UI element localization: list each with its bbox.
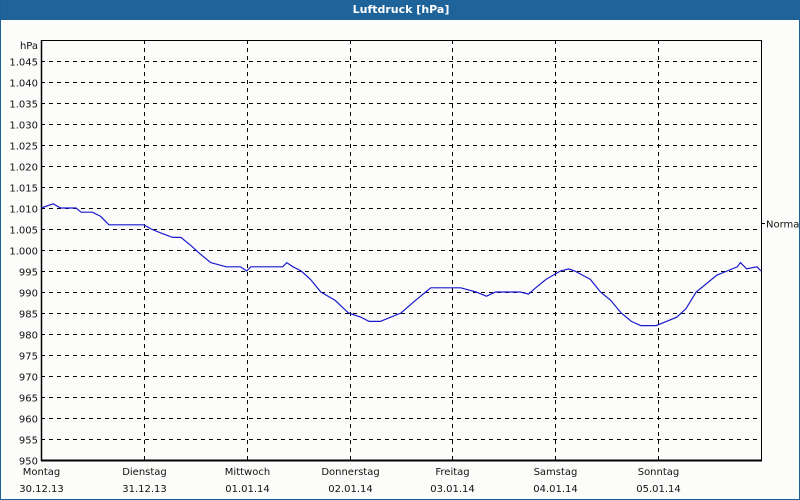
y-tick-label: 1.025 <box>9 142 38 153</box>
normal-label: Normal <box>766 220 800 231</box>
y-tick-label: 985 <box>19 310 38 321</box>
x-tick-date: 30.12.13 <box>19 484 64 495</box>
x-tick-day: Montag <box>23 467 60 478</box>
x-tick-day: Samstag <box>534 467 578 478</box>
x-tick-day: Donnerstag <box>321 467 379 478</box>
y-tick-label: 995 <box>19 268 38 279</box>
x-tick-day: Dienstag <box>122 467 167 478</box>
y-tick-label: 960 <box>19 415 38 426</box>
y-tick-label: 1.020 <box>9 163 38 174</box>
x-tick-date: 03.01.14 <box>430 484 475 495</box>
y-tick-label: 1.015 <box>9 184 38 195</box>
y-tick-label: 1.005 <box>9 226 38 237</box>
y-tick-label: 1.040 <box>9 79 38 90</box>
y-tick-label: 1.030 <box>9 121 38 132</box>
y-tick-label: 975 <box>19 352 38 363</box>
y-tick-label: 1.010 <box>9 205 38 216</box>
x-tick-day: Freitag <box>435 467 469 478</box>
y-tick-label: 970 <box>19 373 38 384</box>
x-tick-date: 05.01.14 <box>636 484 681 495</box>
y-tick-label: 980 <box>19 331 38 342</box>
x-tick-date: 31.12.13 <box>122 484 167 495</box>
y-tick-label: 950 <box>19 457 38 468</box>
y-tick-label: 1.000 <box>9 247 38 258</box>
x-tick-date: 04.01.14 <box>533 484 578 495</box>
y-tick-label: 1.035 <box>9 100 38 111</box>
x-tick-day: Sonntag <box>638 467 680 478</box>
y-tick-label: 965 <box>19 394 38 405</box>
x-tick-date: 01.01.14 <box>225 484 270 495</box>
y-tick-label: 1.045 <box>9 58 38 69</box>
y-tick-label: 955 <box>19 436 38 447</box>
x-tick-day: Mittwoch <box>225 467 270 478</box>
y-tick-label: 990 <box>19 289 38 300</box>
chart-title: Luftdruck [hPa] <box>1 0 800 20</box>
x-tick-date: 02.01.14 <box>328 484 373 495</box>
pressure-line <box>40 203 762 327</box>
y-axis-unit: hPa <box>20 41 38 52</box>
